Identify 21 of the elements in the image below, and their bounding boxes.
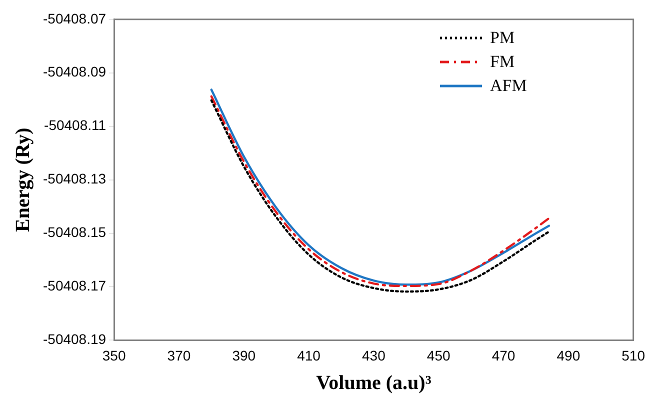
x-tick-label: 390 — [232, 347, 256, 364]
x-tick-label: 370 — [167, 347, 191, 364]
y-tick-label: -50408.11 — [44, 117, 106, 134]
x-tick-label: 510 — [622, 347, 646, 364]
x-tick-label: 450 — [426, 347, 450, 364]
x-tick-label: 470 — [492, 347, 516, 364]
y-tick-label: -50408.13 — [42, 170, 106, 187]
x-tick-label: 350 — [102, 347, 126, 364]
y-tick-label: -50408.15 — [42, 224, 106, 240]
legend-label: PM — [490, 28, 515, 48]
x-tick-label: 430 — [362, 347, 386, 364]
y-tick-label: -50408.19 — [42, 331, 106, 348]
y-tick-label: -50408.09 — [42, 64, 106, 80]
legend-label: AFM — [490, 76, 527, 96]
x-tick-label: 410 — [297, 347, 321, 364]
x-axis-title: Volume (a.u)³ — [316, 372, 432, 394]
legend-label: FM — [490, 52, 515, 72]
y-axis-title: Energy (Ry) — [12, 128, 34, 232]
y-tick-label: -50408.17 — [42, 278, 106, 294]
y-tick-label: -50408.07 — [42, 10, 106, 26]
x-tick-label: 490 — [556, 347, 580, 364]
